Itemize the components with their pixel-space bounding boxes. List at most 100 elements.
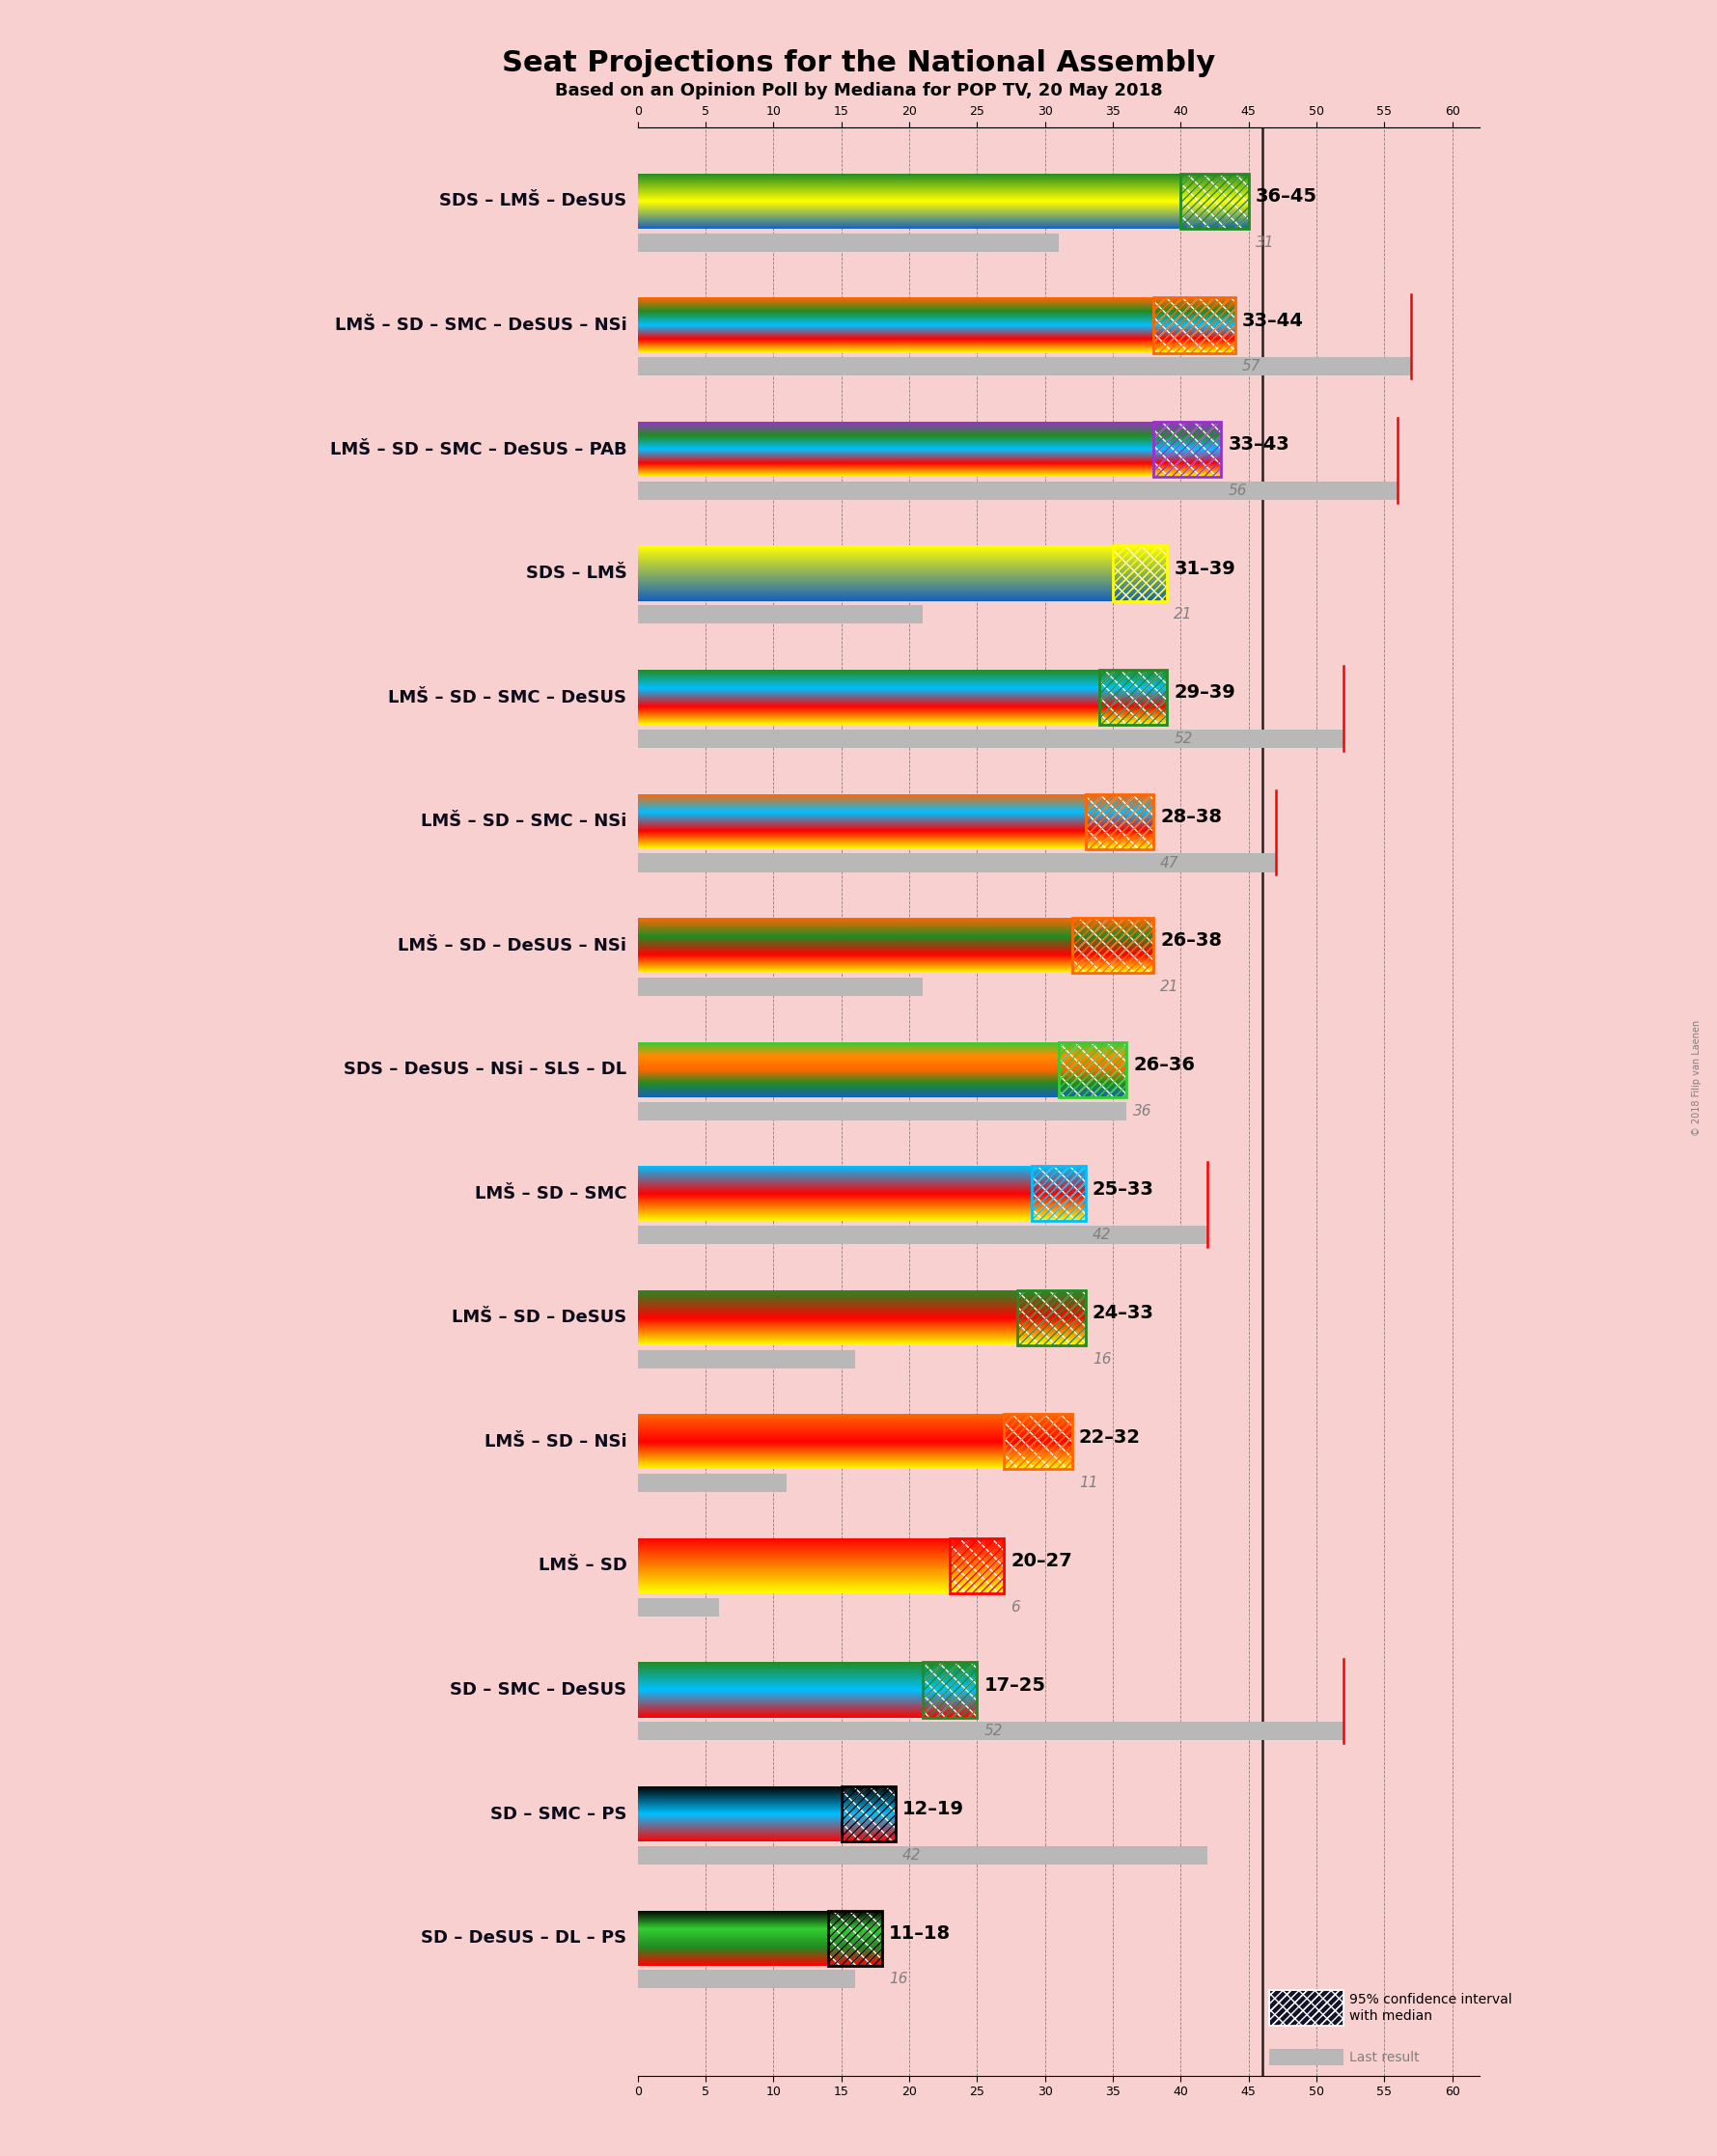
Bar: [1154, 423, 1221, 476]
Text: 29–39: 29–39: [1174, 683, 1236, 703]
Bar: [922, 1662, 977, 1718]
Text: 56: 56: [1228, 483, 1247, 498]
Bar: [1113, 545, 1168, 602]
Text: LMŠ – SD – DeSUS – NSi: LMŠ – SD – DeSUS – NSi: [398, 938, 627, 955]
Bar: [950, 1537, 1004, 1593]
Text: 21: 21: [1174, 608, 1193, 621]
Text: SD – SMC – DeSUS: SD – SMC – DeSUS: [450, 1682, 627, 1699]
Bar: [1071, 918, 1154, 972]
Text: SDS – DeSUS – NSi – SLS – DL: SDS – DeSUS – NSi – SLS – DL: [343, 1061, 627, 1078]
Bar: [1058, 1041, 1126, 1097]
Bar: [637, 233, 1058, 252]
Text: 36–45: 36–45: [1255, 188, 1317, 205]
Bar: [1071, 918, 1154, 972]
Text: 22–32: 22–32: [1078, 1427, 1140, 1447]
Bar: [1113, 545, 1168, 602]
Bar: [1018, 1289, 1085, 1345]
Bar: [1018, 1289, 1085, 1345]
Text: 47: 47: [1161, 856, 1180, 871]
Bar: [637, 358, 1411, 375]
Text: Last result: Last result: [1350, 2050, 1418, 2063]
Text: 31: 31: [1255, 235, 1274, 250]
Text: LMŠ – SD – SMC – NSi: LMŠ – SD – SMC – NSi: [421, 813, 627, 830]
Text: 52: 52: [984, 1725, 1003, 1738]
Bar: [637, 1475, 786, 1492]
Bar: [637, 481, 1398, 500]
Bar: [1032, 1166, 1085, 1220]
Bar: [922, 1662, 977, 1718]
Bar: [1181, 175, 1248, 229]
Bar: [1018, 1289, 1085, 1345]
Bar: [637, 1971, 855, 1988]
Bar: [1181, 175, 1248, 229]
Text: Seat Projections for the National Assembly: Seat Projections for the National Assemb…: [501, 50, 1216, 78]
Text: 26–38: 26–38: [1161, 931, 1223, 951]
Bar: [922, 1662, 977, 1718]
Bar: [1154, 298, 1235, 354]
Bar: [1099, 671, 1168, 724]
Bar: [828, 1910, 883, 1966]
Text: LMŠ – SD: LMŠ – SD: [537, 1557, 627, 1574]
Text: 33–43: 33–43: [1228, 436, 1289, 453]
Bar: [1154, 298, 1235, 354]
Text: 95% confidence interval
with median: 95% confidence interval with median: [1350, 1994, 1511, 2022]
Text: SDS – LMŠ: SDS – LMŠ: [525, 565, 627, 582]
Bar: [841, 1787, 896, 1841]
Text: 11: 11: [1078, 1477, 1097, 1490]
Text: © 2018 Filip van Laenen: © 2018 Filip van Laenen: [1691, 1020, 1702, 1136]
Text: 11–18: 11–18: [889, 1923, 951, 1943]
Text: 52: 52: [1174, 731, 1193, 746]
Bar: [828, 1910, 883, 1966]
Text: 31–39: 31–39: [1174, 561, 1236, 578]
Bar: [637, 1350, 855, 1369]
Bar: [841, 1787, 896, 1841]
Text: 26–36: 26–36: [1133, 1056, 1195, 1074]
Bar: [637, 977, 922, 996]
Bar: [1004, 1414, 1071, 1468]
Text: 33–44: 33–44: [1241, 310, 1303, 330]
Bar: [1269, 1990, 1344, 2024]
Bar: [1085, 793, 1154, 849]
Text: SD – SMC – PS: SD – SMC – PS: [489, 1805, 627, 1822]
Bar: [1085, 793, 1154, 849]
Bar: [950, 1537, 1004, 1593]
Bar: [637, 1846, 1207, 1865]
Text: 42: 42: [1092, 1227, 1111, 1242]
Bar: [950, 1537, 1004, 1593]
Text: LMŠ – SD – SMC – DeSUS – PAB: LMŠ – SD – SMC – DeSUS – PAB: [330, 440, 627, 457]
Bar: [637, 606, 922, 623]
Bar: [1032, 1166, 1085, 1220]
Bar: [1099, 671, 1168, 724]
Bar: [1154, 423, 1221, 476]
Text: LMŠ – SD – NSi: LMŠ – SD – NSi: [484, 1434, 627, 1451]
Bar: [637, 1598, 719, 1617]
Text: 12–19: 12–19: [903, 1800, 965, 1818]
Text: SDS – LMŠ – DeSUS: SDS – LMŠ – DeSUS: [440, 192, 627, 209]
Bar: [1004, 1414, 1071, 1468]
Bar: [1269, 1990, 1344, 2024]
Text: 17–25: 17–25: [984, 1675, 1046, 1695]
Text: Based on an Opinion Poll by Mediana for POP TV, 20 May 2018: Based on an Opinion Poll by Mediana for …: [555, 82, 1162, 99]
Bar: [637, 854, 1276, 871]
Bar: [1058, 1041, 1126, 1097]
Text: 20–27: 20–27: [1011, 1552, 1073, 1570]
Bar: [828, 1910, 883, 1966]
Text: LMŠ – SD – DeSUS: LMŠ – SD – DeSUS: [452, 1309, 627, 1326]
Bar: [637, 1102, 1126, 1121]
Bar: [1071, 918, 1154, 972]
Text: SD – DeSUS – DL – PS: SD – DeSUS – DL – PS: [421, 1930, 627, 1947]
Bar: [1004, 1414, 1071, 1468]
Text: 36: 36: [1133, 1104, 1152, 1119]
Bar: [1032, 1166, 1085, 1220]
Text: 6: 6: [1011, 1600, 1020, 1615]
Text: LMŠ – SD – SMC – DeSUS: LMŠ – SD – SMC – DeSUS: [388, 688, 627, 705]
Text: 21: 21: [1161, 979, 1180, 994]
Text: 16: 16: [889, 1973, 908, 1986]
Bar: [1269, 1990, 1344, 2024]
Text: 42: 42: [903, 1848, 920, 1863]
Bar: [1154, 298, 1235, 354]
Bar: [1154, 423, 1221, 476]
Bar: [637, 1227, 1207, 1244]
Text: 28–38: 28–38: [1161, 808, 1223, 826]
Text: 24–33: 24–33: [1092, 1304, 1154, 1322]
